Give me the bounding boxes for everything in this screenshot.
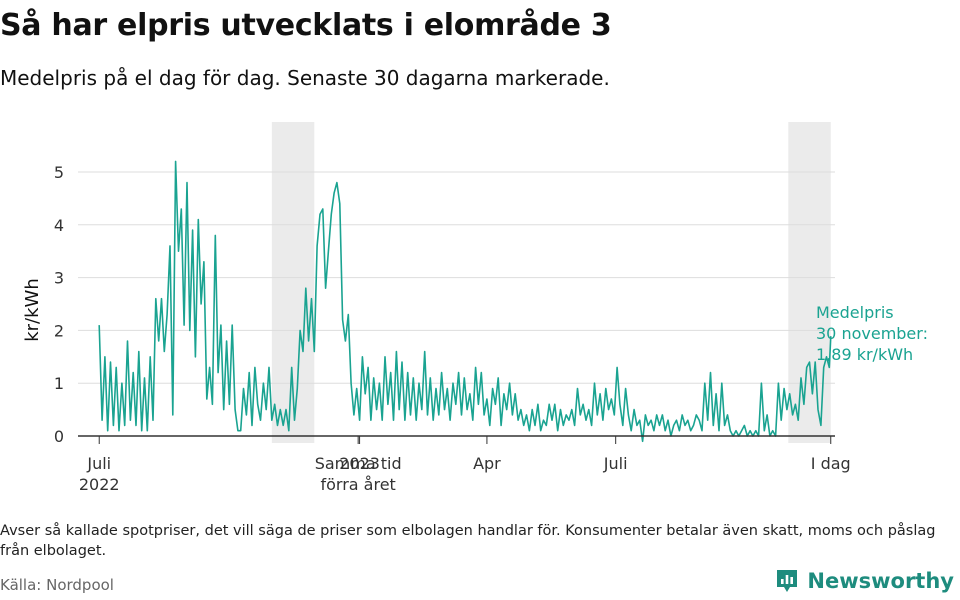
x-tick-label-line: Juli — [603, 454, 628, 473]
x-tick-label-line: förra året — [320, 475, 395, 494]
y-tick-label-4: 4 — [54, 216, 64, 235]
y-tick-label-5: 5 — [54, 163, 64, 182]
x-tick-label-line: Samma tid — [315, 454, 402, 473]
x-tick-label-1: Juli 2022 — [79, 454, 120, 494]
source-label: Källa: Nordpool — [0, 576, 114, 594]
x-tick-label-line: Apr — [473, 454, 501, 473]
price-series-line — [98, 160, 832, 443]
chart-title: Så har elpris utvecklats i elområde 3 — [0, 8, 612, 43]
x-tick-label-line: 2023 — [339, 454, 380, 473]
x-tick-label-line: 2022 — [79, 475, 120, 494]
y-axis-title: kr/kWh — [22, 278, 43, 342]
x-tick-label-line: I dag — [811, 454, 851, 473]
callout-line-2: 30 november: — [816, 324, 928, 343]
x-tick-label-5: Juli — [603, 454, 628, 473]
x-tick-label-3: 2023 — [339, 454, 380, 473]
newsworthy-icon — [777, 570, 798, 592]
highlight-band-2 — [788, 122, 831, 443]
newsworthy-logo[interactable]: Newsworthy — [775, 568, 954, 594]
y-tick-label-3: 3 — [54, 269, 64, 288]
x-tick-label-line: Juli — [86, 454, 111, 473]
y-tick-label-1: 1 — [54, 374, 64, 393]
brand-name: Newsworthy — [807, 569, 954, 593]
price-line-chart: 0 1 2 3 4 5 kr/kWh Juli 2022 Samma tid förra året 2… — [22, 122, 928, 494]
y-tick-label-2: 2 — [54, 321, 64, 340]
x-tick-label-4: Apr — [473, 454, 501, 473]
y-tick-label-0: 0 — [54, 427, 64, 446]
callout-line-1: Medelpris — [816, 303, 894, 322]
x-tick-label-2: Samma tid förra året — [315, 454, 402, 494]
latest-price-callout: Medelpris 30 november: 1,89 kr/kWh — [816, 303, 928, 364]
callout-line-3: 1,89 kr/kWh — [816, 345, 913, 364]
chart-subtitle: Medelpris på el dag för dag. Senaste 30 … — [0, 66, 610, 90]
x-tick-label-6: I dag — [811, 454, 851, 473]
footnote: Avser så kallade spotpriser, det vill sä… — [0, 523, 936, 559]
